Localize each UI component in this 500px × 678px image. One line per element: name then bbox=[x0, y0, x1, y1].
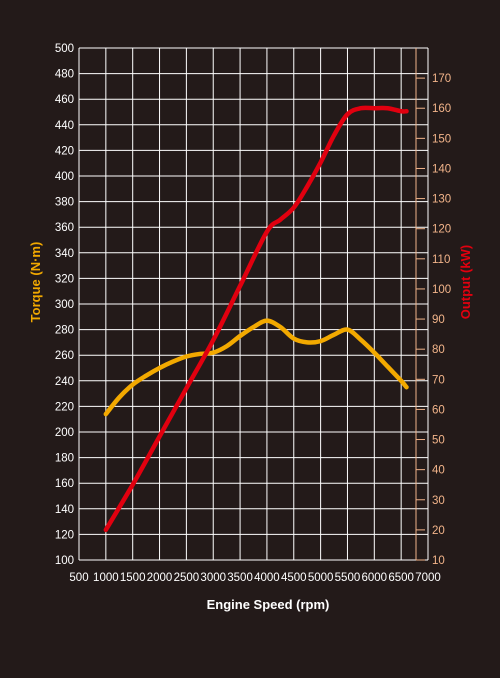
x-axis-title: Engine Speed (rpm) bbox=[207, 597, 330, 612]
x-axis-tick-label: 2000 bbox=[147, 572, 173, 584]
y-axis-right-tick-label: 160 bbox=[432, 103, 451, 115]
y-axis-right-tick-label: 100 bbox=[432, 284, 451, 296]
x-axis-tick-label: 7000 bbox=[415, 572, 441, 584]
grid bbox=[78, 47, 429, 561]
torque-line bbox=[103, 318, 409, 417]
y-axis-left-tick-label: 300 bbox=[55, 299, 74, 311]
y-axis-right-tick-label: 150 bbox=[432, 133, 451, 145]
x-axis-tick-label: 5500 bbox=[335, 572, 361, 584]
y-axis-left-tick-label: 100 bbox=[55, 555, 74, 567]
x-axis-tick-label: 1500 bbox=[120, 572, 146, 584]
y-axis-left-tick-label: 180 bbox=[55, 453, 74, 465]
x-axis-tick-label: 3500 bbox=[227, 572, 253, 584]
output-line bbox=[103, 105, 409, 533]
y-axis-left-tick-label: 440 bbox=[55, 120, 74, 132]
y-axis-right-tick-label: 20 bbox=[432, 525, 445, 537]
left-axis-ticks: 100 120 140 160 180 200 220 240 260 280 300 320 340 3… bbox=[55, 43, 74, 567]
y-axis-left-tick-label: 160 bbox=[55, 478, 74, 490]
y-axis-right-tick-label: 110 bbox=[432, 254, 450, 266]
y-axis-left-tick-label: 140 bbox=[55, 504, 74, 516]
y-axis-right-tick-label: 10 bbox=[432, 555, 445, 567]
y-axis-left-tick-label: 260 bbox=[55, 350, 74, 362]
y-axis-right-tick-label: 170 bbox=[432, 73, 451, 85]
y-axis-left-tick-label: 500 bbox=[55, 43, 74, 55]
y-axis-left-title: Torque (N·m) bbox=[28, 242, 43, 323]
x-axis-tick-label: 500 bbox=[69, 572, 88, 584]
y-axis-left-tick-label: 460 bbox=[55, 94, 74, 106]
y-axis-right-tick-label: 40 bbox=[432, 465, 445, 477]
y-axis-right-tick-label: 130 bbox=[432, 194, 451, 206]
x-axis-tick-label: 6500 bbox=[388, 572, 414, 584]
y-axis-right-title: Output (kW) bbox=[458, 245, 473, 319]
y-axis-left-tick-label: 320 bbox=[55, 273, 74, 285]
y-axis-right-tick-label: 60 bbox=[432, 404, 445, 416]
y-axis-left-tick-label: 380 bbox=[55, 197, 74, 209]
y-axis-left-tick-label: 200 bbox=[55, 427, 74, 439]
y-axis-right-tick-label: 50 bbox=[432, 435, 445, 447]
y-axis-right-tick-label: 80 bbox=[432, 344, 445, 356]
x-axis-tick-label: 4000 bbox=[254, 572, 280, 584]
y-axis-left-tick-label: 400 bbox=[55, 171, 74, 183]
y-axis-left-tick-label: 420 bbox=[55, 145, 74, 157]
y-axis-right-tick-label: 120 bbox=[432, 224, 451, 236]
x-axis-tick-label: 1000 bbox=[93, 572, 119, 584]
x-axis-tick-label: 4500 bbox=[281, 572, 307, 584]
y-axis-right-tick-label: 30 bbox=[432, 495, 445, 507]
y-axis-left-tick-label: 220 bbox=[55, 401, 74, 413]
y-axis-left-tick-label: 480 bbox=[55, 69, 74, 81]
y-axis-left-tick-label: 340 bbox=[55, 248, 74, 260]
series-layer bbox=[103, 105, 409, 533]
x-axis-ticks: 500 1000 1500 2000 2500 3000 3500 4000 4500 5000 5… bbox=[69, 572, 440, 584]
x-axis-tick-label: 3000 bbox=[200, 572, 226, 584]
y-axis-right-tick-label: 140 bbox=[432, 163, 451, 175]
x-axis-tick-label: 2500 bbox=[174, 572, 200, 584]
x-axis-tick-label: 5000 bbox=[308, 572, 334, 584]
x-axis-tick-label: 6000 bbox=[362, 572, 388, 584]
y-axis-right-tick-label: 90 bbox=[432, 314, 445, 326]
y-axis-right-tick-label: 70 bbox=[432, 374, 445, 386]
y-axis-left-tick-label: 240 bbox=[55, 376, 74, 388]
y-axis-left-tick-label: 360 bbox=[55, 222, 74, 234]
y-axis-left-tick-label: 280 bbox=[55, 325, 74, 337]
right-axis: 10 20 30 40 50 60 70 80 90 100 110 120 130 140 150 160 1… bbox=[415, 48, 451, 567]
y-axis-left-tick-label: 120 bbox=[55, 529, 74, 541]
